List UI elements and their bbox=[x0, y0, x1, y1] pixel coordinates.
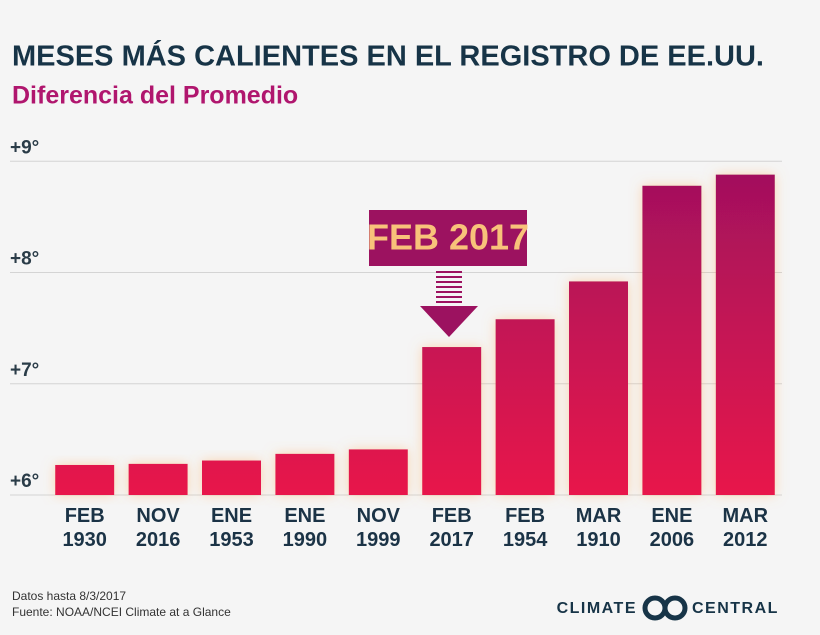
x-tick-label: MAR 2012 bbox=[723, 505, 769, 551]
annotation: FEB 2017 bbox=[367, 210, 529, 337]
footnote: Datos hasta 8/3/2017 bbox=[12, 589, 126, 603]
bar bbox=[642, 185, 702, 495]
x-tick-label: NOV 1999 bbox=[356, 505, 401, 551]
annotation-box bbox=[369, 210, 527, 266]
y-tick-label: +9° bbox=[10, 137, 39, 158]
x-tick-label: ENE 1990 bbox=[283, 505, 328, 551]
y-tick-label: +6° bbox=[10, 471, 39, 492]
bar bbox=[495, 319, 555, 495]
arrow-head bbox=[420, 306, 478, 337]
x-tick-label: ENE 2006 bbox=[650, 505, 695, 551]
chart-title: MESES MÁS CALIENTES EN EL REGISTRO DE EE… bbox=[12, 39, 764, 73]
logo-text: CLIMATE bbox=[557, 600, 637, 617]
y-tick-label: +8° bbox=[10, 249, 39, 270]
y-tick-label: +7° bbox=[10, 360, 39, 381]
annotation-text: FEB 2017 bbox=[367, 217, 529, 258]
bar bbox=[128, 463, 188, 495]
bar bbox=[348, 449, 408, 495]
logo-icon bbox=[642, 595, 688, 621]
bar bbox=[715, 174, 775, 495]
bar bbox=[55, 464, 115, 495]
chart-subtitle: Diferencia del Promedio bbox=[12, 82, 298, 110]
footnote: Fuente: NOAA/NCEI Climate at a Glance bbox=[12, 605, 231, 619]
x-tick-label: MAR 1910 bbox=[576, 505, 622, 551]
bar bbox=[422, 347, 482, 495]
x-tick-label: FEB 1954 bbox=[503, 505, 548, 551]
arrow-stripes bbox=[436, 271, 462, 303]
logo-text: CENTRAL bbox=[692, 600, 779, 617]
bar bbox=[569, 281, 628, 495]
x-tick-label: NOV 2016 bbox=[136, 505, 181, 551]
x-tick-label: ENE 1953 bbox=[209, 505, 254, 551]
bar bbox=[275, 453, 335, 495]
plot: +6° +7° +8° +9° FEB 1930 NOV 2016 ENE 1953 ENE 1990… bbox=[10, 137, 782, 551]
x-tick-label: FEB 2017 bbox=[429, 505, 474, 551]
bar bbox=[202, 460, 261, 495]
x-tick-label: FEB 1930 bbox=[62, 505, 107, 551]
